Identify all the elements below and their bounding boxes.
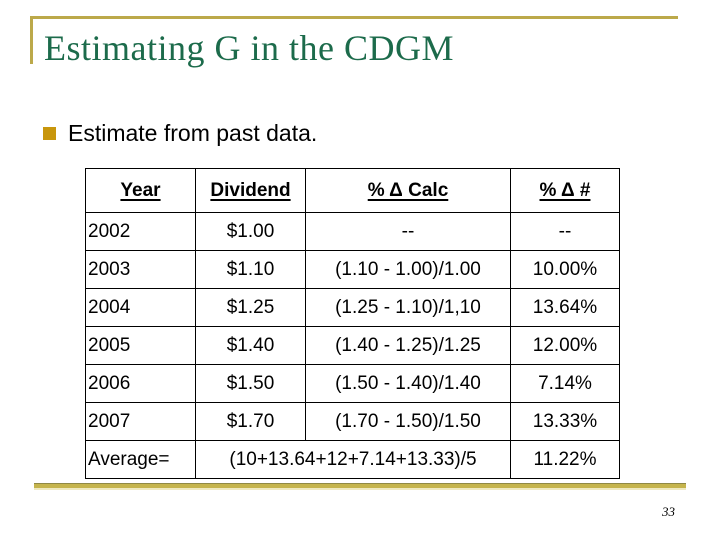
average-label-cell: Average= — [85, 440, 196, 479]
col-header-dividend: Dividend — [195, 168, 306, 213]
bullet-item: Estimate from past data. — [43, 119, 317, 147]
pct-cell: 12.00% — [510, 326, 620, 365]
calc-cell: -- — [305, 212, 511, 251]
footer-accent-line — [34, 483, 686, 490]
year-cell: 2006 — [85, 364, 196, 403]
dividend-growth-table: Year Dividend % Δ Calc % Δ # 2002 $1.00 … — [85, 168, 620, 479]
title-accent-line-horizontal — [30, 16, 678, 19]
average-value-cell: 11.22% — [510, 440, 620, 479]
dividend-cell: $1.25 — [195, 288, 306, 327]
bullet-text: Estimate from past data. — [68, 120, 318, 146]
dividend-cell: $1.00 — [195, 212, 306, 251]
dividend-cell: $1.70 — [195, 402, 306, 441]
table-row: 2002 $1.00 -- -- — [85, 212, 620, 251]
table-row: 2003 $1.10 (1.10 - 1.00)/1.00 10.00% — [85, 250, 620, 289]
page-number: 33 — [662, 504, 675, 519]
table-average-row: Average= (10+13.64+12+7.14+13.33)/5 11.2… — [85, 440, 620, 479]
table-row: 2004 $1.25 (1.25 - 1.10)/1,10 13.64% — [85, 288, 620, 327]
year-cell: 2005 — [85, 326, 196, 365]
table-row: 2006 $1.50 (1.50 - 1.40)/1.40 7.14% — [85, 364, 620, 403]
calc-cell: (1.40 - 1.25)/1.25 — [305, 326, 511, 365]
year-cell: 2002 — [85, 212, 196, 251]
calc-cell: (1.25 - 1.10)/1,10 — [305, 288, 511, 327]
calc-cell: (1.10 - 1.00)/1.00 — [305, 250, 511, 289]
col-header-pct-change-num: % Δ # — [510, 168, 620, 213]
table-row: 2007 $1.70 (1.70 - 1.50)/1.50 13.33% — [85, 402, 620, 441]
table-header-row: Year Dividend % Δ Calc % Δ # — [85, 168, 620, 213]
year-cell: 2004 — [85, 288, 196, 327]
slide-title: Estimating G in the CDGM — [44, 28, 454, 68]
pct-cell: 7.14% — [510, 364, 620, 403]
pct-cell: -- — [510, 212, 620, 251]
pct-cell: 10.00% — [510, 250, 620, 289]
year-cell: 2003 — [85, 250, 196, 289]
square-bullet-icon — [43, 127, 56, 140]
average-formula-cell: (10+13.64+12+7.14+13.33)/5 — [195, 440, 511, 479]
col-header-pct-change-calc: % Δ Calc — [305, 168, 511, 213]
table-row: 2005 $1.40 (1.40 - 1.25)/1.25 12.00% — [85, 326, 620, 365]
col-header-year: Year — [85, 168, 196, 213]
dividend-cell: $1.50 — [195, 364, 306, 403]
dividend-cell: $1.10 — [195, 250, 306, 289]
calc-cell: (1.50 - 1.40)/1.40 — [305, 364, 511, 403]
dividend-cell: $1.40 — [195, 326, 306, 365]
title-accent-line-vertical — [30, 16, 33, 64]
year-cell: 2007 — [85, 402, 196, 441]
calc-cell: (1.70 - 1.50)/1.50 — [305, 402, 511, 441]
pct-cell: 13.64% — [510, 288, 620, 327]
pct-cell: 13.33% — [510, 402, 620, 441]
